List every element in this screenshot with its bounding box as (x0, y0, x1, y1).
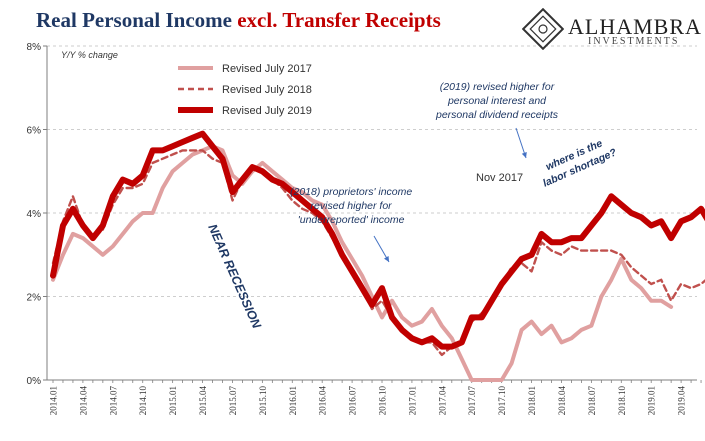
y-axis-tick-labels: 0% 2% 4% 6% 8% (27, 42, 42, 387)
y-tick-label-8: 8% (27, 42, 42, 53)
series-line-0 (51, 144, 674, 382)
arrow-interest-head (521, 152, 527, 158)
x-tick-label-2014.04: 2014.04 (78, 386, 88, 416)
x-tick-label-2016.01: 2016.01 (288, 386, 298, 415)
annotation-proprietors-line-2: revised higher for (310, 200, 392, 212)
x-tick-label-2016.04: 2016.04 (318, 386, 328, 416)
annotation-interest-line-2: personal interest and (447, 95, 547, 107)
x-axis-tick-labels: 2014.01 2014.04 2014.07 2014.10 2015.01 2015.… (49, 386, 687, 416)
title-part-main: Real Personal Income (36, 8, 238, 32)
annotation-arrows (373, 127, 527, 263)
x-tick-label-2014.10: 2014.10 (138, 386, 148, 416)
annotation-nov-2017: Nov 2017 (476, 172, 524, 184)
x-tick-label-2017.10: 2017.10 (497, 386, 507, 416)
annotation-interest-line-3: personal dividend receipts (436, 109, 558, 121)
title-part-accent: excl. Transfer Receipts (237, 8, 441, 32)
y-tick-label-2: 2% (27, 293, 42, 304)
x-tick-label-2018.04: 2018.04 (557, 386, 567, 416)
axes (43, 45, 702, 383)
logo-wordmark: ALHAMBRA (568, 14, 702, 39)
unit-label: Y/Y % change (61, 50, 118, 60)
series-lines (50, 130, 705, 382)
x-tick-label-2015.01: 2015.01 (168, 386, 178, 415)
x-tick-label-2016.10: 2016.10 (378, 386, 388, 416)
x-tick-label-2018.01: 2018.01 (527, 386, 537, 415)
x-tick-label-2014.07: 2014.07 (108, 386, 118, 416)
alhambra-diamond-logo-icon (522, 8, 564, 50)
annotation-interest: (2019) revised higher for personal inter… (436, 80, 558, 122)
series-line-1 (51, 149, 705, 357)
x-tick-label-2018.10: 2018.10 (617, 386, 627, 416)
x-tick-label-2019.04: 2019.04 (677, 386, 687, 416)
y-tick-label-4: 4% (27, 209, 42, 220)
x-tick-label-2015.07: 2015.07 (228, 386, 238, 416)
x-tick-label-2015.04: 2015.04 (198, 386, 208, 416)
arrow-proprietors-head (384, 256, 389, 262)
y-tick-label-0: 0% (27, 376, 42, 387)
annotation-proprietors-line-3: 'underreported' income (297, 214, 405, 226)
logo-subtitle: INVESTMENTS (588, 36, 680, 47)
annotation-proprietors: (2018) proprietors' income revised highe… (290, 185, 412, 227)
legend-label-2017: Revised July 2017 (222, 63, 312, 75)
x-tick-label-2015.10: 2015.10 (258, 386, 268, 416)
annotation-proprietors-line-1: (2018) proprietors' income (290, 186, 413, 198)
y-tick-label-6: 6% (27, 126, 42, 137)
legend-label-2018: Revised July 2018 (222, 84, 312, 96)
x-tick-label-2017.07: 2017.07 (467, 386, 477, 416)
x-tick-label-2017.01: 2017.01 (407, 386, 417, 415)
x-tick-label-2017.04: 2017.04 (437, 386, 447, 416)
legend (178, 66, 213, 113)
legend-label-2019: Revised July 2019 (222, 105, 312, 117)
x-tick-label-2019.01: 2019.01 (647, 386, 657, 415)
series-line-2 (50, 130, 705, 350)
chart-title: Real Personal Income excl. Transfer Rece… (36, 8, 441, 33)
brand-logo: ALHAMBRA INVESTMENTS (522, 8, 702, 50)
x-tick-label-2014.01: 2014.01 (49, 386, 59, 415)
annotation-interest-line-1: (2019) revised higher for (439, 81, 555, 93)
x-tick-label-2018.07: 2018.07 (587, 386, 597, 416)
x-tick-label-2016.07: 2016.07 (348, 386, 358, 416)
